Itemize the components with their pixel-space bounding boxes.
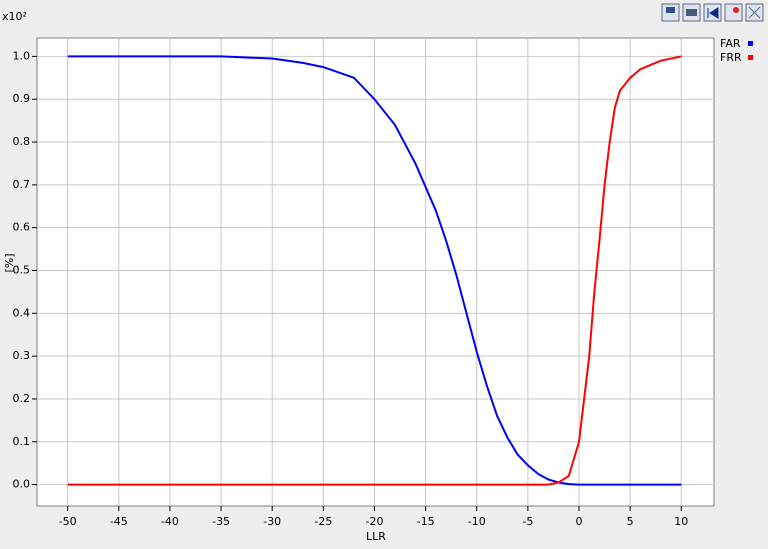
y-axis-label: [%] [3,253,16,272]
x-tick-label: -30 [263,515,281,528]
marker-button[interactable] [724,3,743,22]
y-tick-label: 0.2 [13,392,31,405]
toolbar [661,3,764,22]
y-tick-label: 0.1 [13,435,31,448]
plot-area [36,37,715,507]
legend-swatch [748,41,753,46]
y-tick-label: 0.5 [13,264,31,277]
icon [686,9,697,16]
legend-label: FAR [720,37,741,50]
y-tick-label: 0.3 [13,349,31,362]
y-tick-label: 1.0 [13,49,31,62]
y-tick-label: 0.8 [13,135,31,148]
legend-swatch [748,55,753,60]
y-tick-label: 0.7 [13,178,31,191]
x-tick-label: -20 [365,515,383,528]
icon [748,6,761,19]
y-tick-label: 0.9 [13,92,31,105]
y-tick-label: 0.4 [13,306,31,319]
legend-label: FRR [720,51,742,64]
x-tick-label: 0 [576,515,583,528]
x-tick-label: -35 [212,515,230,528]
x-tick-label: -50 [59,515,77,528]
y-tick-label: 0.6 [13,221,31,234]
x-axis-label: LLR [366,530,386,543]
icon [707,7,719,19]
x-tick-label: 10 [674,515,688,528]
x-tick-label: 5 [627,515,634,528]
icon [666,7,675,13]
x-tick-label: -25 [314,515,332,528]
x-tick-label: -40 [161,515,179,528]
x-tick-label: -45 [110,515,128,528]
x-tick-label: -10 [468,515,486,528]
y-tick-label: 0.0 [13,478,31,491]
icon [733,7,739,13]
x-tick-label: -5 [522,515,533,528]
data-line [67,55,682,486]
y-multiplier: x10² [2,10,27,23]
x-tick-label: -15 [417,515,435,528]
data-line [67,55,682,486]
